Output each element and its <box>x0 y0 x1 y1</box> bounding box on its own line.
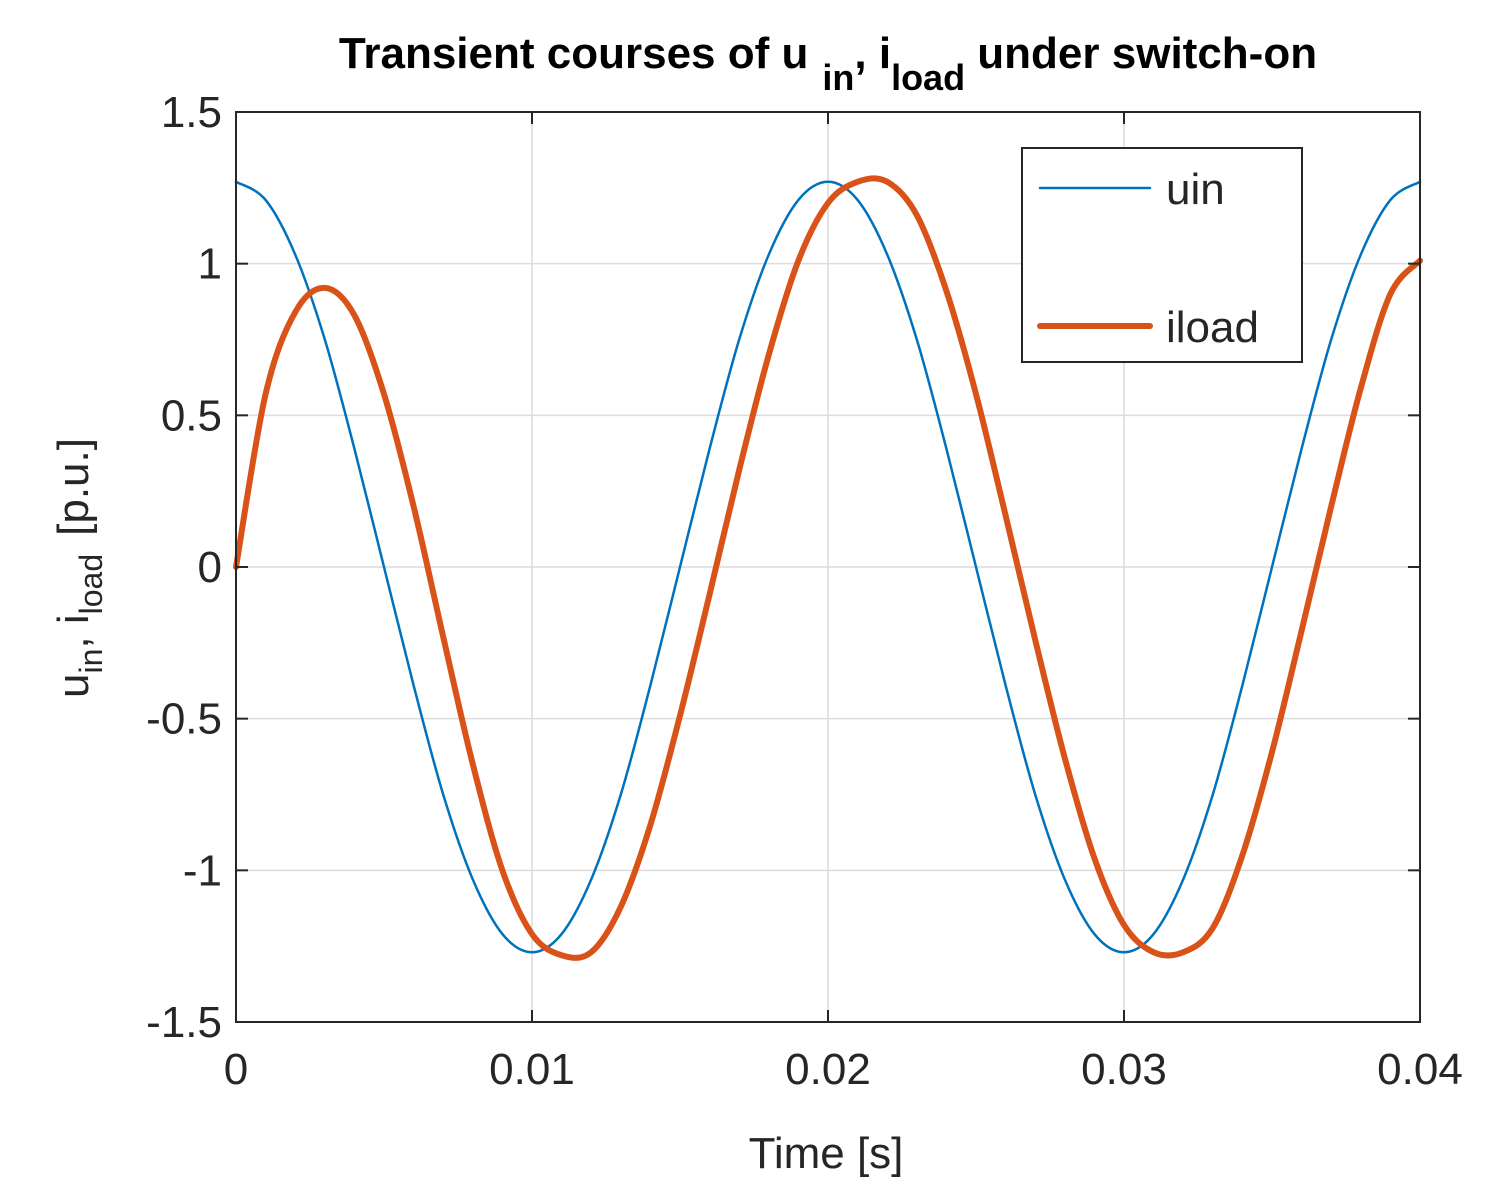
x-tick-label: 0.02 <box>785 1045 871 1094</box>
y-tick-label: 1 <box>198 240 222 289</box>
title-mid: , i <box>854 29 891 78</box>
series-line-uin <box>234 180 1422 954</box>
title-sub-load: load <box>891 57 965 98</box>
ylabel-u: u <box>49 674 98 698</box>
series-line-iload <box>233 175 1423 961</box>
ylabel-sep: , i <box>49 614 98 648</box>
title-prefix: Transient courses of u <box>339 29 808 78</box>
y-tick-label: 0 <box>198 543 222 592</box>
legend: uin iload <box>1021 147 1303 363</box>
title-sub-in: in <box>822 57 854 98</box>
y-tick-label: 0.5 <box>161 391 222 440</box>
legend-label-uin: uin <box>1166 165 1225 214</box>
legend-label-iload: iload <box>1166 303 1259 352</box>
legend-box <box>1021 147 1303 363</box>
x-tick-label: 0.04 <box>1377 1045 1463 1094</box>
y-tick-label: 1.5 <box>161 88 222 137</box>
ylabel-i-sub: load <box>73 554 109 615</box>
chart-title: Transient courses of u in, iload under sw… <box>339 29 1317 98</box>
series-layer <box>233 175 1423 961</box>
ylabel-u-sub: in <box>73 649 109 674</box>
x-tick-label: 0.01 <box>489 1045 575 1094</box>
ticks: 0 0.01 0.02 0.03 0.04 -1.5 -1 -0.5 0 0.5 1 1.5 <box>146 88 1463 1094</box>
x-axis-label: Time [s] <box>749 1129 904 1178</box>
x-tick-label: 0.03 <box>1081 1045 1167 1094</box>
title-suffix: under switch-on <box>965 29 1317 78</box>
y-axis-label: uin, iload [p.u.] <box>49 438 109 698</box>
y-tick-label: -1.5 <box>146 998 222 1047</box>
ylabel-unit: [p.u.] <box>49 438 98 536</box>
x-tick-label: 0 <box>224 1045 248 1094</box>
y-tick-label: -0.5 <box>146 695 222 744</box>
y-tick-label: -1 <box>183 846 222 895</box>
